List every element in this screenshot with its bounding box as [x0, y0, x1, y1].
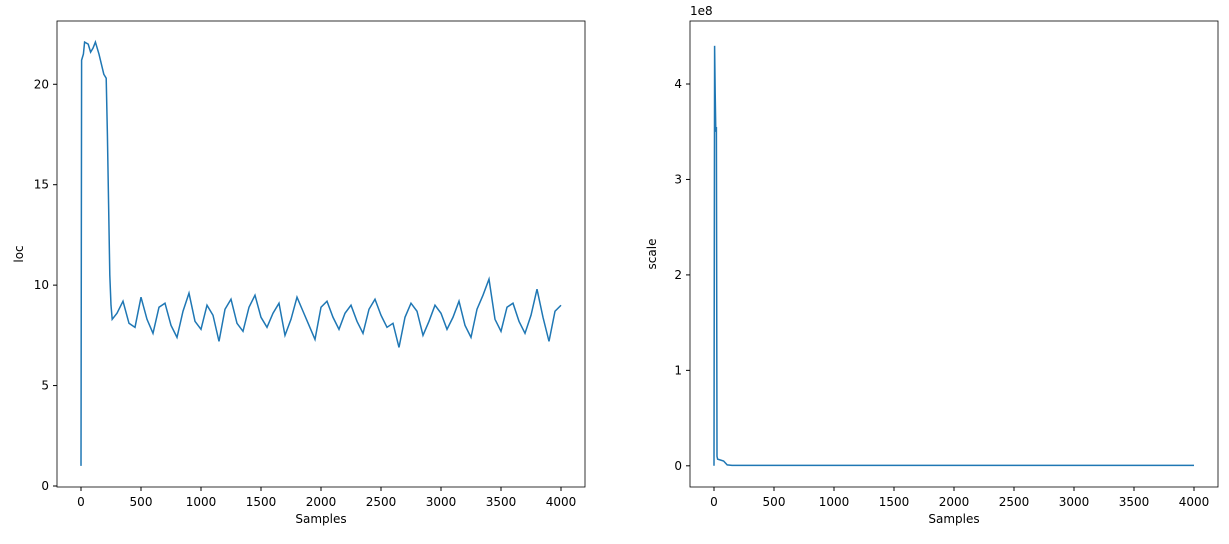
x-tick-label: 4000: [546, 495, 577, 509]
y-tick-label: 20: [34, 77, 49, 91]
y-tick-label: 0: [41, 479, 49, 493]
y-tick-label: 0: [674, 459, 682, 473]
x-tick-label: 3500: [1119, 495, 1150, 509]
axes-frame: [56, 20, 586, 488]
x-tick-label: 3500: [486, 495, 517, 509]
y-tick-label: 2: [674, 268, 682, 282]
x-tick-label: 3000: [426, 495, 457, 509]
y-tick-label: 10: [34, 278, 49, 292]
y-offset-label: 1e8: [690, 4, 713, 18]
x-tick-label: 1500: [246, 495, 277, 509]
y-axis-label: scale: [645, 239, 659, 270]
x-tick-label: 2000: [939, 495, 970, 509]
x-axis-label: Samples: [928, 512, 979, 526]
y-tick-label: 1: [674, 363, 682, 377]
x-tick-label: 0: [77, 495, 85, 509]
x-tick-label: 0: [710, 495, 718, 509]
x-tick-label: 4000: [1179, 495, 1210, 509]
y-tick-label: 4: [674, 77, 682, 91]
line-series: [713, 45, 1194, 467]
y-tick-label: 3: [674, 172, 682, 186]
x-tick-label: 1000: [819, 495, 850, 509]
y-tick-label: 5: [41, 379, 49, 393]
x-tick-label: 2500: [366, 495, 397, 509]
x-tick-label: 1000: [186, 495, 217, 509]
x-tick-label: 3000: [1059, 495, 1090, 509]
y-tick-label: 15: [34, 178, 49, 192]
y-axis-label: loc: [12, 245, 26, 262]
x-axis-label: Samples: [295, 512, 346, 526]
x-tick-label: 500: [763, 495, 786, 509]
x-tick-label: 2500: [999, 495, 1030, 509]
line-series: [80, 39, 562, 466]
x-tick-label: 2000: [306, 495, 337, 509]
axes-frame: [689, 20, 1219, 488]
x-tick-label: 1500: [879, 495, 910, 509]
x-tick-label: 500: [130, 495, 153, 509]
